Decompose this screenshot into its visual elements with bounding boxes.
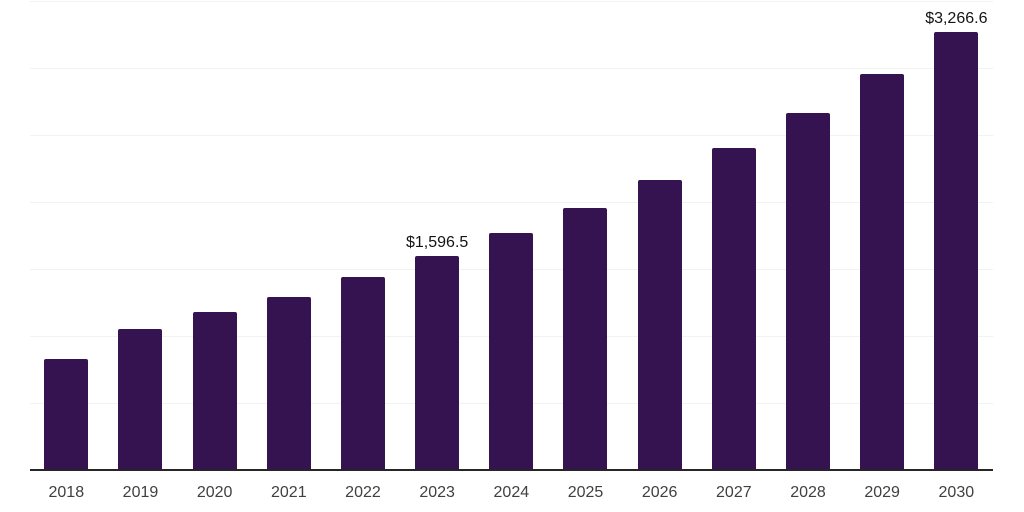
bar-2026: [637, 180, 682, 470]
bar-2029: [860, 74, 905, 470]
x-axis-label-2018: 2018: [48, 484, 85, 501]
x-axis-line: [30, 469, 993, 471]
data-label-2030: $3,266.6: [925, 10, 988, 28]
bar-2020: [192, 312, 237, 470]
bar-2018: [44, 359, 89, 470]
bar-2022: [340, 277, 385, 470]
bar-2027: [711, 147, 756, 470]
x-axis-label-2021: 2021: [271, 484, 307, 501]
x-axis-label-2025: 2025: [567, 484, 604, 501]
x-axis-label-2023: 2023: [419, 484, 455, 501]
bar-2025: [563, 208, 608, 470]
bar-2021: [266, 297, 311, 470]
x-axis-label-2019: 2019: [122, 484, 159, 501]
data-label-2023: $1,596.5: [406, 234, 469, 252]
gridline: [30, 135, 993, 136]
gridline: [30, 68, 993, 69]
bar-2030: [934, 32, 979, 470]
x-axis-label-2026: 2026: [641, 484, 678, 501]
x-axis-label-2029: 2029: [864, 484, 900, 501]
x-axis-label-2027: 2027: [716, 484, 752, 501]
bar-2019: [118, 329, 163, 470]
bar-2024: [489, 233, 534, 470]
x-axis-label-2024: 2024: [493, 484, 530, 501]
bar-2028: [786, 113, 830, 470]
x-axis-label-2028: 2028: [790, 484, 826, 501]
gridline: [30, 1, 993, 2]
gridline: [30, 202, 993, 203]
x-axis-label-2022: 2022: [345, 484, 381, 501]
bar-2023: [415, 256, 460, 470]
x-axis-label-2020: 2020: [196, 484, 233, 501]
x-axis-label-2030: 2030: [938, 484, 975, 501]
